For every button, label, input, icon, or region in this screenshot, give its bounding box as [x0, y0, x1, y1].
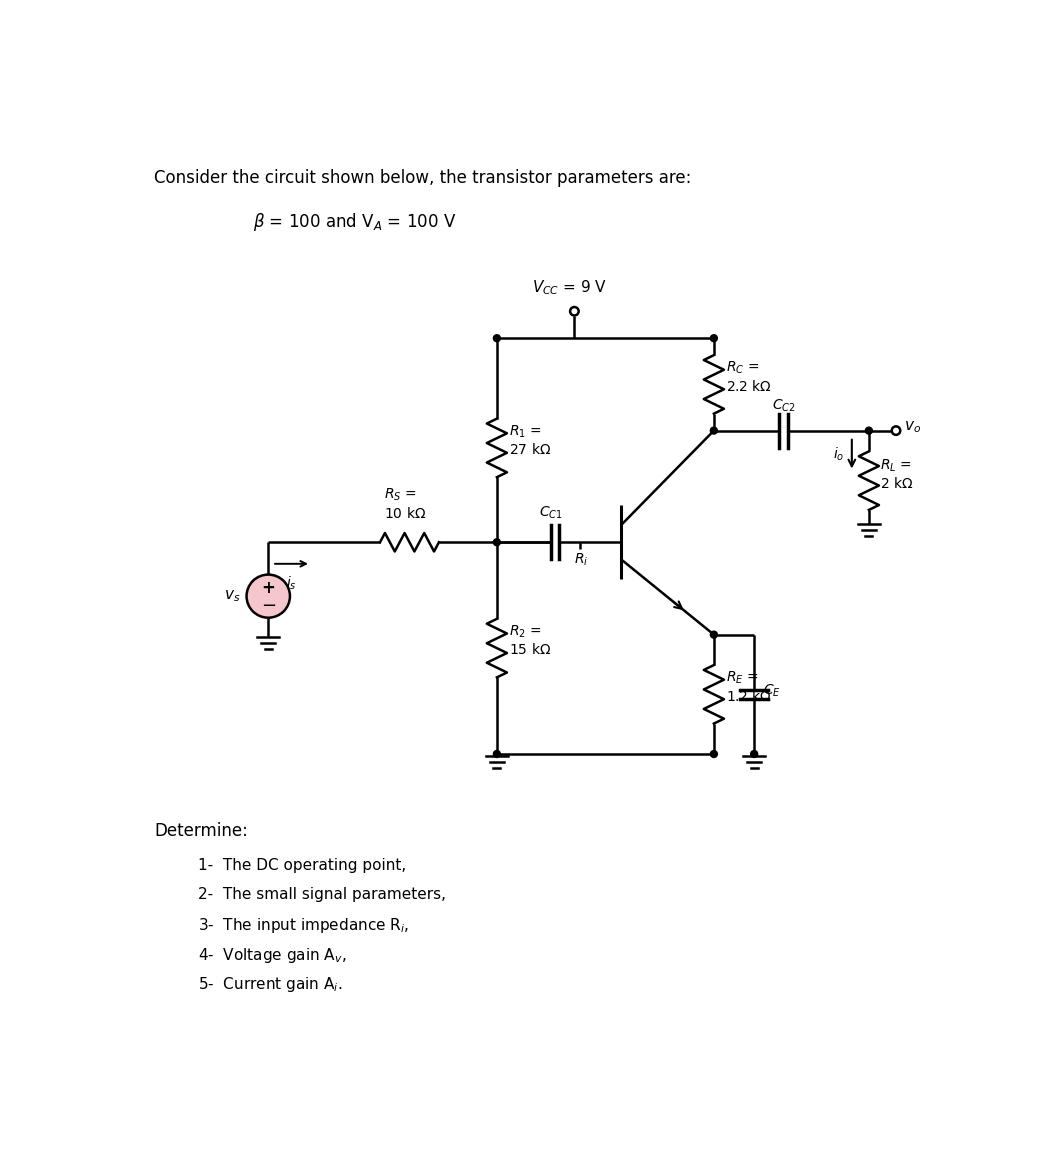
Text: 2-  The small signal parameters,: 2- The small signal parameters, — [198, 887, 447, 903]
Circle shape — [711, 751, 717, 758]
Text: $v_o$: $v_o$ — [904, 419, 921, 435]
Text: $R_C$ =
2.2 k$\Omega$: $R_C$ = 2.2 k$\Omega$ — [727, 360, 772, 393]
Text: $R_1$ =
27 k$\Omega$: $R_1$ = 27 k$\Omega$ — [509, 423, 552, 457]
Text: Determine:: Determine: — [154, 822, 248, 840]
Text: 4-  Voltage gain A$_v$,: 4- Voltage gain A$_v$, — [198, 945, 347, 965]
Text: $R_S$ =
10 k$\Omega$: $R_S$ = 10 k$\Omega$ — [384, 486, 427, 521]
Text: $-$: $-$ — [261, 595, 276, 613]
Text: 5-  Current gain A$_i$.: 5- Current gain A$_i$. — [198, 975, 343, 994]
Text: $R_i$: $R_i$ — [574, 552, 589, 568]
Text: $v_s$: $v_s$ — [224, 589, 241, 604]
Circle shape — [751, 751, 758, 758]
Text: $C_E$: $C_E$ — [764, 682, 781, 699]
Text: $V_{CC}$ = 9 V: $V_{CC}$ = 9 V — [532, 278, 607, 298]
Text: +: + — [261, 580, 275, 598]
Circle shape — [711, 631, 717, 638]
Circle shape — [493, 539, 501, 546]
Circle shape — [246, 575, 290, 618]
Circle shape — [711, 427, 717, 434]
Circle shape — [866, 427, 872, 434]
Text: $R_E$ =
1.2 k$\Omega$: $R_E$ = 1.2 k$\Omega$ — [727, 669, 772, 704]
Text: $i_s$: $i_s$ — [286, 575, 297, 592]
Text: $\beta$ = 100 and V$_A$ = 100 V: $\beta$ = 100 and V$_A$ = 100 V — [253, 212, 456, 233]
Text: 3-  The input impedance R$_i$,: 3- The input impedance R$_i$, — [198, 917, 410, 935]
Circle shape — [493, 335, 501, 342]
Circle shape — [891, 427, 901, 435]
Circle shape — [570, 307, 578, 315]
Circle shape — [711, 335, 717, 342]
Circle shape — [493, 751, 501, 758]
Text: Consider the circuit shown below, the transistor parameters are:: Consider the circuit shown below, the tr… — [154, 169, 692, 186]
Text: $R_L$ =
2 k$\Omega$: $R_L$ = 2 k$\Omega$ — [880, 458, 914, 491]
Text: $i_o$: $i_o$ — [833, 445, 845, 462]
Text: $C_{C1}$: $C_{C1}$ — [539, 505, 563, 521]
Text: 1-  The DC operating point,: 1- The DC operating point, — [198, 858, 406, 873]
Text: $R_2$ =
15 k$\Omega$: $R_2$ = 15 k$\Omega$ — [509, 623, 552, 658]
Text: $C_{C2}$: $C_{C2}$ — [771, 397, 796, 414]
